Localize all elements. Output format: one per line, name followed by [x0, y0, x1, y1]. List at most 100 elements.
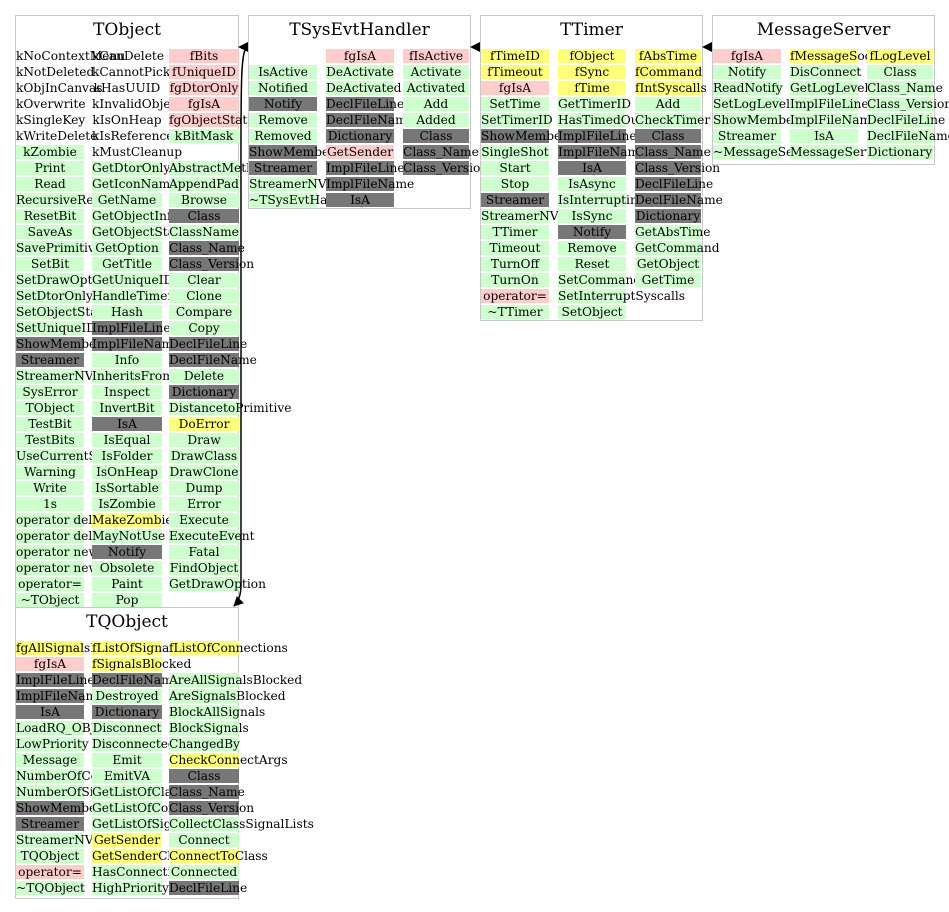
member-cell: Add [635, 97, 701, 111]
member-cell: SetObjectStat [16, 305, 103, 319]
class-title: TObject [93, 20, 161, 40]
member-cell: GetCommand [635, 241, 720, 255]
member-cell: Class_Version [169, 257, 255, 271]
member-cell: Draw [169, 433, 239, 447]
member-cell: GetSender [326, 145, 394, 159]
member-cell: SetLogLevel [713, 97, 790, 111]
member-cell: MayNotUse [92, 529, 166, 543]
member-cell: Emit [92, 753, 162, 767]
member-cell: ~TQObject [16, 881, 85, 895]
member-cell: DeclFileName [92, 673, 180, 687]
member-cell: Clear [169, 273, 239, 287]
member-cell: kBitMask [169, 129, 239, 143]
member-cell: Connect [169, 833, 239, 847]
member-cell: IsA [92, 417, 162, 431]
member-cell: Start [481, 161, 549, 175]
member-cell: Delete [169, 369, 239, 383]
member-cell: SetUniqueID [16, 321, 96, 335]
member-cell: TQObject [16, 849, 84, 863]
member-cell: Stop [481, 177, 549, 191]
member-cell: kIsOnHeap [92, 113, 162, 127]
member-cell: Read [16, 177, 84, 191]
member-cell: SetTime [481, 97, 549, 111]
member-cell: HandleTimer [92, 289, 174, 303]
member-cell: FindObject [169, 561, 239, 575]
member-cell: ImplFileLine [790, 97, 869, 111]
member-cell: IsActive [249, 65, 317, 79]
member-cell: fAbsTime [635, 49, 701, 63]
member-cell: Error [169, 497, 239, 511]
member-cell: Removed [249, 129, 317, 143]
member-cell: Warning [16, 465, 84, 479]
member-cell: SavePrimitive [16, 241, 102, 255]
member-cell: Execute [169, 513, 239, 527]
member-cell: BlockSignals [169, 721, 249, 735]
member-cell: ReadNotify [713, 81, 783, 95]
member-cell: Streamer [249, 161, 317, 175]
member-cell: SetDtorOnly [16, 289, 93, 303]
member-cell: SetCommand [558, 273, 642, 287]
member-cell: Browse [169, 193, 239, 207]
member-cell: IsA [558, 161, 626, 175]
member-cell: DeclFileLine [169, 337, 248, 351]
member-cell: Activate [403, 65, 469, 79]
member-cell: fIsActive [403, 49, 469, 63]
member-cell: Disconnect [92, 721, 162, 735]
member-cell: operator= [16, 577, 84, 591]
member-cell: fTime [558, 81, 626, 95]
member-cell: Connected [169, 865, 239, 879]
member-cell: Dictionary [635, 209, 701, 223]
member-cell: GetObjectInfo [92, 209, 179, 223]
member-cell: DrawClass [169, 449, 239, 463]
member-cell: Class_Name [635, 145, 711, 159]
member-cell: Dump [169, 481, 239, 495]
member-cell: fCommand [635, 65, 703, 79]
member-cell: DeclFileName [169, 353, 257, 367]
member-cell: Inspect [92, 385, 162, 399]
member-cell: Notify [713, 65, 781, 79]
member-cell: Dictionary [326, 129, 394, 143]
member-cell: GetAbsTime [635, 225, 711, 239]
member-cell: Activated [403, 81, 469, 95]
member-cell: GetObjectStat [92, 225, 180, 239]
member-cell: fLogLevel [867, 49, 933, 63]
member-cell: IsSortable [92, 481, 162, 495]
member-cell: kWriteDelete [16, 129, 98, 143]
member-cell: DeclFileLine [169, 881, 248, 895]
member-cell: DeActivate [326, 65, 394, 79]
member-cell: Pop [92, 593, 162, 607]
member-cell: IsOnHeap [92, 465, 162, 479]
member-cell: DoError [169, 417, 239, 431]
member-cell: IsA [16, 705, 84, 719]
member-cell: Print [16, 161, 84, 175]
member-cell: Notify [249, 97, 317, 111]
member-cell: Copy [169, 321, 239, 335]
member-cell: HighPriority [92, 881, 169, 895]
class-box-tobject: TObject kNoContextMenu kNotDeleted kObjInC… [15, 15, 291, 609]
member-cell: GetUniqueID [92, 273, 174, 287]
member-cell: IsA [790, 129, 858, 143]
member-cell: SaveAs [16, 225, 84, 239]
member-cell: kNotDeleted [16, 65, 95, 79]
member-cell: kOverwrite [16, 97, 86, 111]
member-cell: fgIsA [713, 49, 781, 63]
member-cell: kCanDelete [92, 49, 165, 63]
member-cell: ExecuteEvent [169, 529, 255, 543]
member-cell: Compare [169, 305, 239, 319]
member-cell: ImplFileName [790, 113, 879, 127]
member-cell: SysError [16, 385, 84, 399]
member-cell: ~TTimer [481, 305, 549, 319]
member-cell: TObject [16, 401, 84, 415]
member-cell: DeclFileName [326, 113, 414, 127]
member-cell: SetBit [16, 257, 84, 271]
member-cell: Destroyed [92, 689, 162, 703]
member-cell: GetTimerID [558, 97, 632, 111]
member-cell: GetLogLevel [790, 81, 869, 95]
member-cell: ImplFileLine [558, 129, 637, 143]
member-cell: SetObject [558, 305, 626, 319]
member-cell: ImplFileName [16, 689, 105, 703]
member-cell: kInvalidObject [92, 97, 183, 111]
member-cell: fTimeout [481, 65, 549, 79]
member-cell: fgIsA [16, 657, 84, 671]
member-cell: TestBits [16, 433, 84, 447]
